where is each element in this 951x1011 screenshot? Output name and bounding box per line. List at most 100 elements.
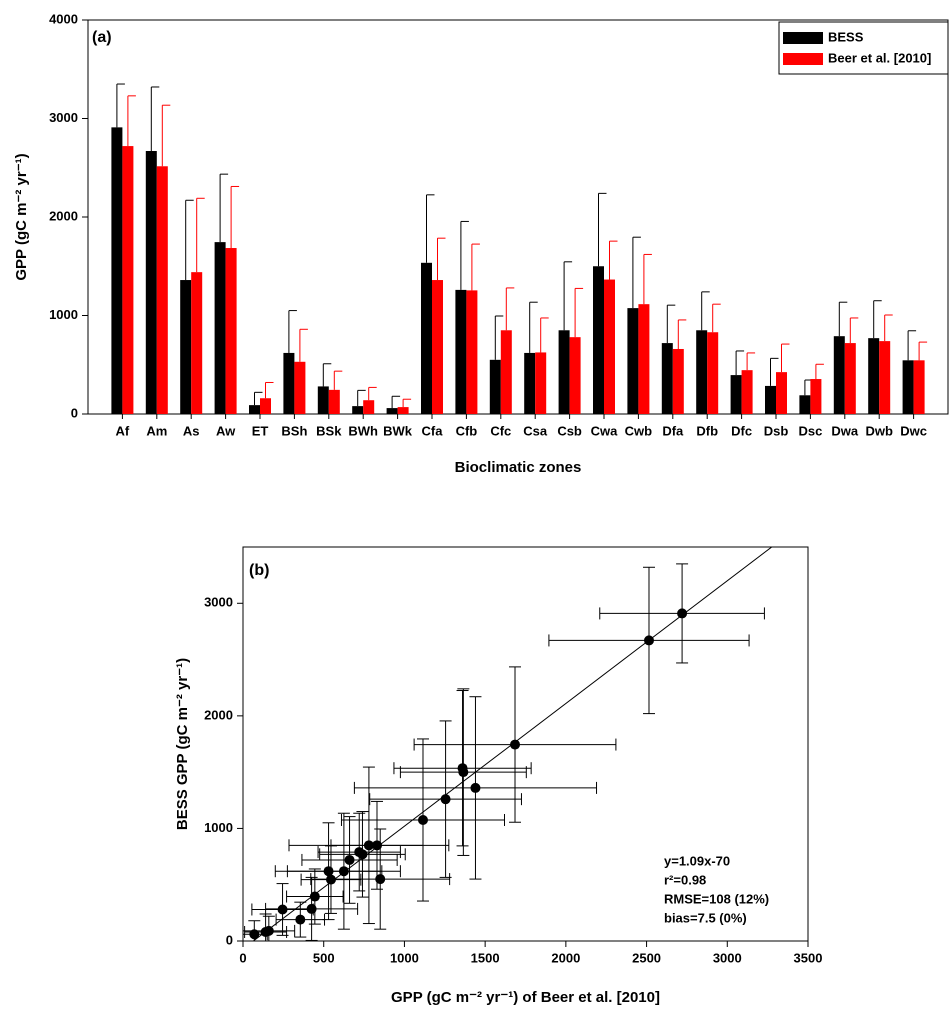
point [510, 739, 521, 750]
y-tick-label: 2000 [49, 208, 78, 223]
bar [604, 279, 615, 414]
bar [111, 127, 123, 415]
bar [799, 395, 811, 414]
legend-swatch [783, 53, 823, 65]
legend-label: BESS [828, 29, 864, 44]
y-tick-label: 0 [71, 405, 78, 420]
point [643, 635, 654, 646]
bar [466, 290, 478, 414]
x-tick-label: Dwa [831, 423, 859, 438]
x-tick-label: Csa [523, 423, 548, 438]
bar [776, 372, 787, 414]
x-tick-label: Csb [557, 423, 582, 438]
bar [294, 361, 306, 414]
bar [696, 330, 708, 414]
x-tick-label: Cwa [591, 423, 619, 438]
x-tick-label: Cfa [422, 423, 444, 438]
bar [225, 248, 237, 414]
annotation: bias=7.5 (0%) [664, 910, 747, 925]
x-axis-title: Bioclimatic zones [455, 459, 582, 476]
x-tick-label: 2500 [632, 950, 661, 965]
bar [627, 308, 639, 414]
panel-label: (b) [249, 562, 269, 579]
y-axis-title: GPP (gC m⁻² yr⁻¹) [13, 153, 30, 280]
bar [810, 379, 822, 414]
x-tick-label: Cfb [456, 423, 478, 438]
x-tick-label: 3000 [713, 950, 742, 965]
bar [844, 343, 856, 414]
bar [661, 343, 673, 414]
bar [558, 330, 570, 414]
y-tick-label: 2000 [204, 707, 233, 722]
bar [868, 338, 880, 414]
bar [707, 332, 719, 414]
point [375, 874, 386, 885]
annotation: y=1.09x-70 [664, 853, 730, 868]
point [677, 608, 688, 619]
y-axis-title: BESS GPP (gC m⁻² yr⁻¹) [174, 658, 191, 830]
point [295, 914, 306, 925]
bar [569, 337, 581, 414]
legend: BESS Beer et al. [2010] [778, 21, 949, 75]
x-tick-label: As [183, 423, 200, 438]
bar [122, 146, 134, 414]
bar [902, 360, 914, 414]
point [260, 926, 271, 937]
x-tick-label: 0 [239, 950, 246, 965]
bar [283, 352, 295, 414]
bar [260, 398, 271, 414]
y-tick-label: 0 [226, 932, 233, 947]
x-tick-label: Dwb [865, 423, 893, 438]
x-tick-label: Dsc [798, 423, 822, 438]
bar [352, 406, 364, 414]
x-tick-label: Dfc [731, 423, 752, 438]
bar [386, 408, 398, 414]
point [417, 814, 428, 825]
point [458, 767, 469, 778]
x-tick-label: BSh [281, 423, 307, 438]
bar [180, 280, 192, 414]
bar [535, 352, 547, 414]
bar [249, 405, 260, 414]
bar [214, 242, 226, 414]
bar [879, 341, 891, 414]
point [371, 840, 382, 851]
annotation: RMSE=108 (12%) [664, 891, 769, 906]
point [309, 891, 320, 902]
point [470, 782, 481, 793]
point [357, 849, 368, 860]
x-tick-label: Dfb [696, 423, 718, 438]
x-tick-label: 1500 [471, 950, 500, 965]
point [249, 929, 260, 940]
bar [672, 348, 684, 414]
y-tick-label: 1000 [49, 307, 78, 322]
bar [363, 400, 375, 414]
bar [156, 166, 168, 414]
plot-frame [242, 546, 809, 942]
x-tick-label: Dsb [764, 423, 789, 438]
legend-box [778, 21, 949, 75]
y-tick-label: 1000 [204, 820, 233, 835]
x-tick-label: Am [146, 423, 167, 438]
y-tick-label: 3000 [49, 110, 78, 125]
point [325, 874, 336, 885]
x-tick-label: BWh [348, 423, 378, 438]
bar [741, 370, 753, 414]
legend-swatch [783, 32, 823, 44]
bar [593, 266, 604, 414]
bar [489, 359, 501, 414]
bar [500, 330, 512, 414]
bar [913, 360, 925, 414]
point [277, 904, 288, 915]
bar [765, 385, 776, 414]
y-tick-label: 3000 [204, 595, 233, 610]
bar [432, 280, 443, 414]
bar [833, 336, 845, 414]
legend-label: Beer et al. [2010] [828, 50, 931, 65]
point [306, 903, 317, 914]
bar [191, 272, 203, 414]
annotation: r²=0.98 [664, 872, 706, 887]
bar [317, 386, 329, 414]
fit-line [252, 547, 773, 941]
